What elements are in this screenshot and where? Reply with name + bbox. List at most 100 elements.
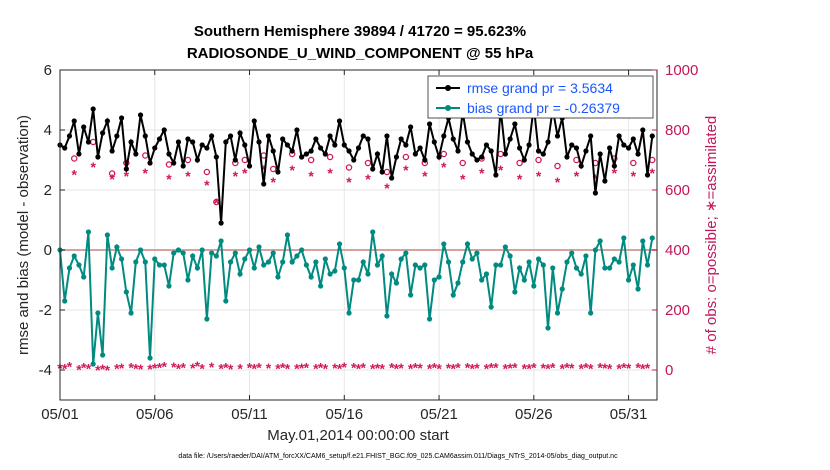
bias-point (114, 244, 120, 250)
rmse-point (346, 148, 352, 154)
bias-point (104, 232, 110, 238)
assimilated-obs-marker: * (616, 361, 622, 377)
assimilated-obs-marker: * (536, 168, 542, 184)
bias-point (408, 292, 414, 298)
bias-point (526, 259, 532, 265)
assimilated-obs-marker: * (469, 361, 475, 377)
assimilated-obs-marker: * (323, 361, 329, 377)
rmse-point (360, 133, 366, 139)
assimilated-obs-marker: * (162, 359, 168, 375)
y-right-tick-label: 600 (665, 182, 690, 199)
possible-obs-marker (165, 161, 173, 168)
rmse-point (76, 151, 82, 157)
assimilated-obs-marker: * (233, 168, 239, 184)
bias-point (190, 253, 196, 259)
bias-point (540, 262, 546, 268)
rmse-point (327, 133, 333, 139)
assimilated-obs-marker: * (313, 360, 319, 376)
y-right-tick-label: 200 (665, 302, 690, 319)
bias-point (118, 256, 125, 262)
assimilated-obs-marker: * (261, 162, 267, 178)
bias-point (512, 289, 518, 295)
rmse-point (280, 136, 286, 142)
bias-point (322, 256, 328, 262)
assimilated-obs-marker: * (337, 360, 343, 376)
bias-point (445, 259, 452, 265)
rmse-point (450, 136, 456, 142)
bias-point (625, 277, 632, 283)
assimilated-obs-marker: * (86, 361, 92, 377)
rmse-point (355, 145, 362, 151)
bias-point (161, 262, 167, 268)
bias-point (422, 262, 428, 268)
assimilated-obs-marker: * (67, 359, 73, 375)
rmse-point (521, 157, 527, 163)
y-right-tick-label: 800 (665, 122, 690, 139)
assimilated-obs-marker: * (195, 358, 201, 374)
assimilated-obs-marker: * (76, 362, 82, 378)
assimilated-obs-marker: * (209, 359, 215, 375)
assimilated-obs-marker: * (474, 360, 480, 376)
assimilated-obs-marker: * (488, 359, 494, 375)
assimilated-obs-marker: * (237, 360, 243, 376)
rmse-point (152, 145, 158, 151)
rmse-point (95, 154, 101, 160)
bias-point (616, 259, 622, 265)
y-tick-label: 6 (44, 62, 52, 79)
possible-obs-marker (184, 156, 192, 164)
bias-point (640, 238, 646, 244)
rmse-point (412, 151, 418, 157)
assimilated-obs-marker: * (531, 360, 537, 376)
assimilated-obs-marker: * (394, 360, 400, 376)
bias-point (498, 262, 504, 268)
possible-obs-marker (307, 156, 315, 164)
bias-point (171, 250, 177, 256)
rmse-point (104, 118, 110, 124)
legend-bias-marker (445, 105, 451, 111)
chart-title: Southern Hemisphere 39894 / 41720 = 95.6… (194, 23, 526, 40)
bias-point (559, 286, 565, 292)
rmse-point (426, 121, 433, 127)
rmse-point (313, 136, 319, 142)
possible-obs-marker (440, 150, 448, 158)
assimilated-obs-marker: * (384, 180, 390, 196)
bias-point (516, 265, 523, 271)
bias-point (351, 277, 357, 283)
assimilated-obs-marker: * (507, 360, 513, 376)
bias-point (327, 271, 333, 277)
possible-obs-marker (554, 162, 561, 170)
possible-obs-marker (345, 164, 353, 171)
rmse-point (194, 157, 201, 163)
rmse-point (322, 151, 328, 157)
bias-point (256, 244, 262, 250)
assimilated-obs-marker: * (550, 359, 556, 375)
x-axis-label: May.01,2014 00:00:00 start (267, 427, 449, 444)
bias-point (607, 265, 613, 271)
assimilated-obs-marker: * (389, 360, 395, 376)
rmse-point (275, 169, 281, 175)
rmse-point (379, 169, 385, 175)
possible-obs-marker (630, 159, 637, 167)
assimilated-obs-marker: * (270, 174, 276, 190)
assimilated-obs-marker: * (626, 360, 632, 376)
bias-point (493, 262, 499, 268)
bias-point (76, 262, 82, 268)
bias-point (308, 274, 314, 280)
assimilated-obs-marker: * (147, 361, 153, 377)
bias-point (218, 238, 224, 244)
bias-point (294, 253, 300, 259)
assimilated-obs-marker: * (370, 360, 376, 376)
rmse-point (611, 163, 617, 169)
bias-point (261, 262, 267, 268)
assimilated-obs-marker: * (185, 168, 191, 184)
bias-point (280, 259, 286, 265)
rmse-point (526, 142, 532, 148)
rmse-point (469, 151, 475, 157)
rmse-point (118, 115, 125, 121)
bias-point (355, 277, 362, 283)
rmse-point (232, 157, 238, 163)
bias-point (317, 283, 324, 289)
assimilated-obs-marker: * (607, 360, 613, 376)
assimilated-obs-marker: * (62, 361, 68, 377)
